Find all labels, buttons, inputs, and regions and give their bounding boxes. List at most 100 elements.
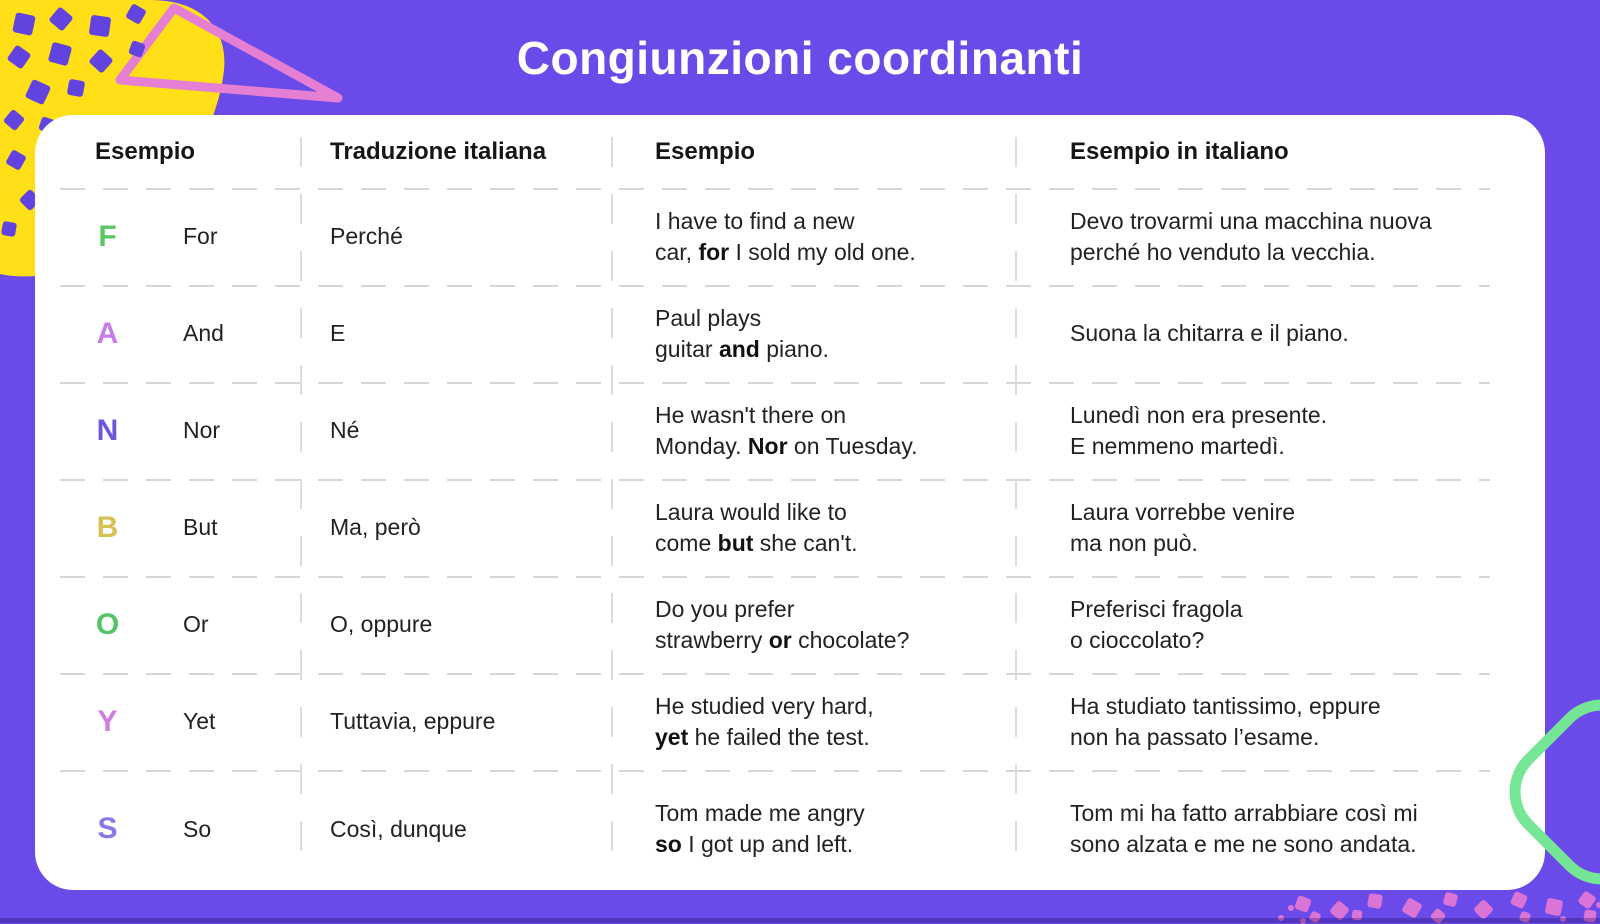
confetti-dot: [1596, 902, 1600, 908]
fanboys-letter: B: [96, 510, 119, 544]
confetti-square: [1328, 899, 1351, 922]
conjunction-cell: Or: [183, 611, 209, 637]
example-it-line1: Tom mi ha fatto arrabbiare così mi: [1070, 800, 1418, 826]
example-it-cell: Tom mi ha fatto arrabbiare così mi sono …: [1015, 798, 1545, 860]
bold-conjunction: for: [698, 238, 730, 265]
example-en-line1: Tom made me angry: [655, 800, 865, 826]
example-en-line1: Paul plays: [655, 304, 762, 331]
confetti-square: [1308, 910, 1322, 924]
example-en-line1: He studied very hard,: [655, 692, 874, 719]
example-it-line1: Lunedì non era presente.: [1070, 401, 1328, 428]
confetti-dot: [1300, 918, 1306, 924]
table-row: S So Così, dunque Tom made me angry so I…: [60, 770, 1545, 888]
example-it-cell: Laura vorrebbe venire ma non può.: [1015, 497, 1545, 559]
confetti-square: [1518, 910, 1532, 924]
table-row: A And E Paul plays guitar and piano. Suo…: [60, 285, 1545, 382]
example-en-cell: Paul plays guitar and piano.: [611, 303, 1015, 365]
conjunctions-table: Esempio Traduzione italiana Esempio Esem…: [35, 115, 1545, 890]
example-en-line2: car, for I sold my old one.: [655, 238, 916, 265]
example-it-line1: Ha studiato tantissimo, eppure: [1070, 692, 1381, 719]
confetti-dot: [1278, 915, 1284, 921]
confetti-square: [0, 220, 18, 238]
table-row: N Nor Né He wasn't there on Monday. Nor …: [60, 382, 1545, 479]
bold-conjunction: Nor: [747, 432, 788, 459]
example-en-cell: He studied very hard, yet he failed the …: [611, 691, 1015, 753]
table-row: Y Yet Tuttavia, eppure He studied very h…: [60, 673, 1545, 770]
fanboys-letter: A: [96, 316, 119, 350]
example-it-cell: Lunedì non era presente. E nemmeno marte…: [1015, 400, 1545, 462]
example-en-line2: Monday. Nor on Tuesday.: [655, 432, 918, 459]
conjunction-cell: Yet: [183, 708, 216, 734]
fanboys-letter: S: [97, 812, 118, 845]
confetti-square: [1583, 909, 1597, 923]
example-en-line1: He wasn't there on: [655, 401, 847, 428]
confetti-square: [1509, 890, 1529, 910]
example-it-cell: Ha studiato tantissimo, eppure non ha pa…: [1015, 691, 1545, 753]
confetti-square: [2, 108, 26, 132]
conjunction-cell: Nor: [183, 417, 221, 443]
table-row: O Or O, oppure Do you prefer strawberry …: [60, 576, 1545, 673]
table-row: B But Ma, però Laura would like to come …: [60, 479, 1545, 576]
page-title: Congiunzioni coordinanti: [516, 32, 1084, 84]
confetti-square: [1351, 909, 1363, 921]
translation-cell: E: [330, 320, 346, 346]
confetti-square: [1544, 897, 1564, 917]
example-en-cell: He wasn't there on Monday. Nor on Tuesda…: [611, 400, 1015, 462]
fanboys-letter: F: [98, 219, 117, 253]
table-row: F For Perché I have to find a new car, f…: [60, 188, 1545, 285]
example-it-line2: E nemmeno martedì.: [1070, 432, 1285, 459]
translation-cell: O, oppure: [330, 611, 433, 637]
bold-conjunction: yet: [655, 723, 689, 750]
example-en-line1: Do you prefer: [655, 595, 795, 622]
example-it-line2: perché ho venduto la vecchia.: [1070, 238, 1376, 265]
translation-cell: Così, dunque: [330, 815, 467, 842]
bottom-edge-shadow: [0, 918, 1600, 923]
example-en-line2: so I got up and left.: [655, 831, 854, 857]
example-it-cell: Devo trovarmi una macchina nuova perché …: [1015, 206, 1545, 268]
example-it-cell: Preferisci fragola o cioccolato?: [1015, 594, 1545, 656]
fanboys-letter: Y: [97, 704, 118, 738]
example-en-line2: strawberry or chocolate?: [655, 626, 910, 653]
translation-cell: Ma, però: [330, 514, 421, 540]
column-divider: [611, 137, 613, 852]
translation-cell: Perché: [330, 223, 403, 249]
example-en-line2: come but she can't.: [655, 529, 858, 556]
example-it-line2: ma non può.: [1070, 529, 1198, 556]
example-en-line2: guitar and piano.: [655, 335, 829, 362]
confetti-square: [125, 3, 147, 25]
bold-conjunction: so: [655, 831, 682, 857]
fanboys-letter: N: [96, 413, 119, 447]
header-esempio-letter: Esempio: [95, 137, 196, 165]
example-it-line1: Devo trovarmi una macchina nuova: [1070, 207, 1432, 234]
bold-conjunction: or: [768, 626, 792, 653]
fanboys-letter: O: [95, 607, 120, 641]
example-it-line1: Suona la chitarra e il piano.: [1070, 320, 1349, 346]
confetti-square: [1429, 907, 1447, 924]
example-it-line2: o cioccolato?: [1070, 626, 1205, 653]
confetti-square: [1366, 892, 1384, 910]
example-it-line2: sono alzata e me ne sono andata.: [1070, 831, 1417, 857]
table-header-row: Esempio Traduzione italiana Esempio Esem…: [75, 115, 1545, 188]
translation-cell: Né: [330, 417, 360, 443]
confetti-square: [48, 6, 74, 32]
example-en-line1: I have to find a new: [655, 207, 855, 234]
conjunction-cell: For: [183, 223, 218, 249]
bold-conjunction: but: [717, 529, 754, 556]
example-en-cell: Laura would like to come but she can't.: [611, 497, 1015, 559]
example-en-cell: Do you prefer strawberry or chocolate?: [611, 594, 1015, 656]
example-en-line2: yet he failed the test.: [655, 723, 870, 750]
column-divider: [1015, 137, 1017, 852]
confetti-square: [1442, 891, 1459, 908]
example-it-line1: Laura vorrebbe venire: [1070, 498, 1296, 525]
bold-conjunction: and: [718, 335, 760, 362]
example-it-line2: non ha passato l’esame.: [1070, 723, 1320, 750]
confetti-square: [1401, 897, 1423, 919]
conjunction-cell: And: [183, 320, 224, 346]
confetti-dot: [1288, 905, 1294, 911]
confetti-dot: [1560, 916, 1566, 922]
example-it-cell: Suona la chitarra e il piano.: [1015, 318, 1545, 349]
column-divider: [300, 137, 302, 852]
header-esempio-italiano: Esempio in italiano: [1070, 137, 1289, 165]
conjunction-cell: But: [183, 514, 218, 540]
